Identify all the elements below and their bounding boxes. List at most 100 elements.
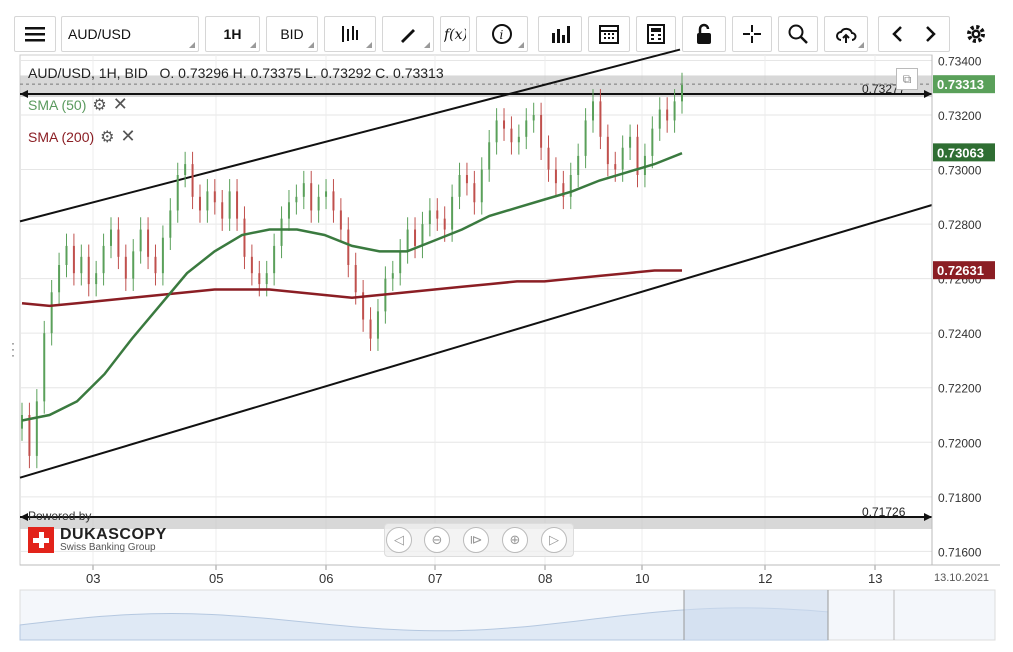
candle-body (436, 210, 439, 219)
y-tick-label: 0.72200 (938, 382, 982, 396)
fit-button[interactable]: ⧐ (463, 527, 489, 553)
sma50-gear-icon[interactable]: ⚙ (92, 96, 107, 114)
candle-body (221, 202, 224, 219)
candle-body (673, 101, 676, 121)
swiss-flag-icon (28, 527, 54, 553)
candle-body (354, 265, 357, 293)
y-tick-label: 0.73000 (938, 164, 982, 178)
candle-body (206, 191, 209, 211)
crosshair-button[interactable] (732, 16, 772, 52)
candle-body (347, 229, 350, 265)
volume-button[interactable] (538, 16, 582, 52)
candle-body (87, 256, 90, 285)
timeframe-select[interactable]: 1H (205, 16, 260, 52)
zoom-icon (788, 24, 808, 44)
candle-body (265, 273, 268, 285)
brand-name: DUKASCOPY (60, 526, 167, 543)
info-button[interactable]: i (476, 16, 528, 52)
candle-body (43, 333, 46, 402)
zoom-in-button[interactable]: ⊕ (502, 527, 528, 553)
candle-body (584, 120, 587, 156)
candle-body (651, 128, 654, 156)
candle-body (287, 202, 290, 219)
panel-resize-handle[interactable]: · · · (11, 336, 15, 362)
candle-body (540, 115, 543, 148)
candle-body (643, 155, 646, 175)
calculator-button[interactable] (636, 16, 676, 52)
calendar-button[interactable] (588, 16, 630, 52)
candle-body (280, 218, 283, 246)
candle-body (325, 191, 328, 197)
price-label-box (933, 143, 995, 162)
scroll-left-button[interactable]: ◁ (386, 527, 412, 553)
candle-body (132, 251, 135, 279)
gear-icon (967, 25, 985, 43)
candle-body (65, 245, 68, 265)
chevron-right-icon[interactable] (919, 23, 941, 45)
zoom-out-button[interactable]: ⊖ (424, 527, 450, 553)
draw-button[interactable] (382, 16, 434, 52)
candle-body (228, 191, 231, 219)
candle-body (169, 210, 172, 238)
candle-body (421, 224, 424, 246)
dukascopy-logo: DUKASCOPY Swiss Banking Group (28, 527, 167, 553)
sma50-close-icon[interactable]: ✕ (112, 94, 128, 114)
candle-body (362, 292, 365, 320)
lock-icon (697, 23, 711, 44)
candle-body (295, 196, 298, 203)
price-type-select[interactable]: BID (266, 16, 318, 52)
chevron-left-icon[interactable] (887, 23, 909, 45)
info-icon: i (492, 24, 512, 44)
zoom-in-icon: ⊕ (509, 532, 521, 547)
popout-button[interactable]: ⧉ (896, 68, 918, 90)
zoom-button[interactable] (778, 16, 818, 52)
y-tick-label: 0.72800 (938, 218, 982, 232)
candle-body (58, 265, 61, 293)
candle-body (606, 136, 609, 165)
sma200-line (21, 269, 682, 308)
lock-button[interactable] (682, 16, 726, 52)
candle-body (310, 183, 313, 211)
candle-body (198, 196, 201, 211)
function-button[interactable]: f(x) (440, 16, 470, 52)
cloud-button[interactable] (824, 16, 868, 52)
y-tick-label: 0.73200 (938, 109, 982, 123)
price-label-text: 0.72631 (937, 263, 984, 278)
instrument-line: AUD/USD, 1H, BID (28, 65, 148, 81)
candle-body (488, 142, 491, 170)
sma200-gear-icon[interactable]: ⚙ (100, 128, 115, 146)
candle-body (458, 175, 461, 197)
hline-right-arrow (924, 90, 932, 98)
settings-button[interactable] (956, 16, 996, 52)
crosshair-icon (743, 25, 761, 43)
scroll-right-button[interactable]: ▷ (541, 527, 567, 553)
candle-body (428, 210, 431, 225)
sma50-legend: SMA (50) ⚙ ✕ (28, 94, 128, 115)
x-corner-date: 13.10.2021 (934, 572, 989, 584)
triangle-right-icon: ▷ (549, 532, 559, 547)
sma200-close-icon[interactable]: ✕ (120, 126, 136, 146)
chart-type-button[interactable] (324, 16, 376, 52)
history-nav (878, 16, 950, 52)
candle-body (592, 101, 595, 121)
candle-body (80, 256, 83, 274)
candle-body (554, 169, 557, 184)
candle-body (495, 120, 498, 143)
candle-body (236, 191, 239, 219)
candle-body (614, 164, 617, 170)
close-value: 0.73313 (393, 65, 444, 81)
symbol-select[interactable]: AUD/USD (61, 16, 199, 52)
candle-body (21, 415, 23, 429)
candle-body (102, 245, 105, 274)
candle-body (332, 191, 335, 211)
x-tick-label: 08 (538, 571, 552, 586)
sma200-legend: SMA (200) ⚙ ✕ (28, 126, 136, 147)
candle-body (629, 136, 632, 148)
candle-body (258, 273, 261, 285)
menu-button[interactable] (14, 16, 56, 52)
candle-body (532, 115, 535, 121)
sma200-label: SMA (200) (28, 128, 95, 145)
candle-body (525, 120, 528, 137)
